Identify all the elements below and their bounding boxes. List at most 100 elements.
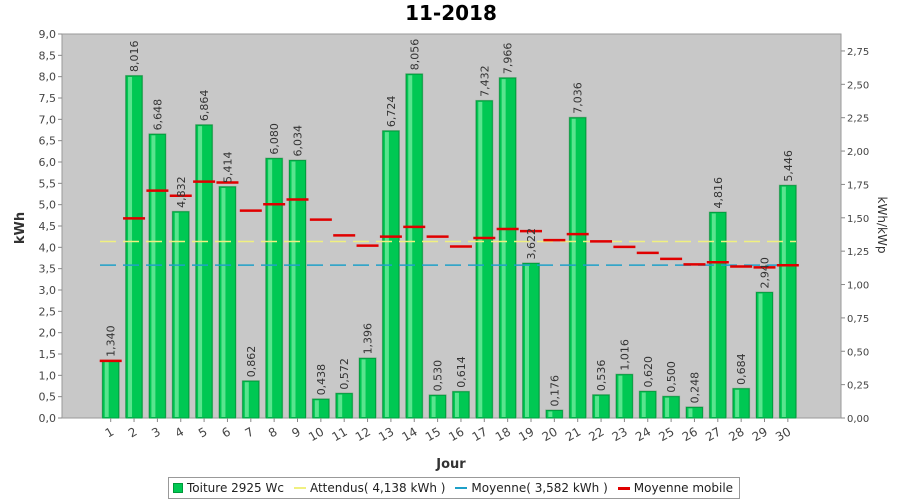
bar-highlight bbox=[571, 118, 576, 417]
bar-value-label: 1,016 bbox=[618, 339, 631, 371]
legend-label-attendus: Attendus( 4,138 kWh ) bbox=[309, 481, 446, 495]
y-tick-label: 8,0 bbox=[39, 71, 57, 84]
y-tick-label: 3,5 bbox=[39, 263, 57, 276]
bar-value-label: 0,500 bbox=[665, 361, 678, 393]
bar-value-label: 0,572 bbox=[338, 358, 351, 390]
y-tick-label: 4,0 bbox=[39, 241, 57, 254]
x-tick-label: 28 bbox=[726, 424, 746, 444]
y2-tick-label: 0,75 bbox=[847, 314, 869, 325]
y2-tick-label: 2,50 bbox=[847, 80, 869, 91]
x-tick-label: 9 bbox=[289, 424, 303, 440]
x-tick-label: 30 bbox=[773, 424, 793, 444]
x-axis-title: Jour bbox=[435, 457, 466, 472]
y-tick-label: 2,0 bbox=[39, 327, 57, 340]
bar-highlight bbox=[525, 264, 529, 417]
y2-tick-label: 0,25 bbox=[847, 381, 869, 392]
x-tick-label: 7 bbox=[243, 424, 257, 440]
bar-series bbox=[101, 73, 797, 419]
bar-value-label: 2,940 bbox=[759, 257, 772, 289]
bar-value-label: 7,036 bbox=[572, 82, 585, 114]
chart-title: 11-2018 bbox=[405, 1, 497, 25]
x-tick-label: 1 bbox=[103, 424, 117, 440]
bar-value-label: 8,056 bbox=[408, 39, 421, 71]
y2-tick-label: 1,00 bbox=[847, 281, 869, 292]
bar-value-label: 6,080 bbox=[268, 123, 281, 155]
x-tick-label: 10 bbox=[306, 424, 326, 444]
bar-value-label: 0,438 bbox=[315, 364, 328, 396]
bar-highlight bbox=[711, 213, 716, 417]
y2-tick-label: 2,00 bbox=[847, 147, 869, 158]
bar-highlight bbox=[361, 359, 366, 417]
bar-highlight bbox=[595, 396, 600, 417]
x-tick-label: 29 bbox=[750, 424, 770, 444]
y-axis-right: 0,00 0,25 0,50 0,75 1,00 1,25 1,50 1,75 2,00 2,25… bbox=[841, 47, 869, 425]
bar-highlight bbox=[501, 79, 506, 417]
y-tick-label: 4,5 bbox=[39, 220, 57, 233]
y-tick-label: 3,0 bbox=[39, 284, 57, 297]
x-tick-label: 14 bbox=[400, 424, 420, 444]
bar-highlight bbox=[408, 75, 413, 417]
x-tick-label: 20 bbox=[540, 424, 560, 444]
y2-tick-label: 1,50 bbox=[847, 214, 869, 225]
x-tick-label: 16 bbox=[446, 424, 466, 444]
bar-highlight bbox=[104, 361, 109, 417]
y2-tick-label: 1,75 bbox=[847, 180, 869, 191]
bar-value-label: 0,176 bbox=[548, 375, 561, 407]
bar-value-label: 0,536 bbox=[595, 360, 608, 392]
bar-highlight bbox=[454, 392, 459, 417]
y-tick-label: 9,0 bbox=[39, 28, 57, 41]
y-axis-left: 0,0 0,5 1,0 1,5 2,0 2,5 3,0 3,5 4,0 4,5 5,0 5,5 6,0 6… bbox=[39, 28, 62, 425]
bar-value-label: 8,016 bbox=[128, 40, 141, 72]
bar-highlight bbox=[384, 132, 389, 418]
y-axis-title: kWh bbox=[13, 212, 28, 244]
y-tick-label: 8,5 bbox=[39, 49, 57, 62]
bar-highlight bbox=[221, 188, 226, 417]
y2-tick-label: 0,00 bbox=[847, 414, 869, 425]
legend-swatch-moyenne-mobile bbox=[617, 486, 630, 490]
x-tick-label: 15 bbox=[423, 424, 443, 444]
legend-item-attendus[interactable]: Attendus( 4,138 kWh ) bbox=[293, 481, 446, 495]
moving-average-series bbox=[99, 180, 799, 363]
bar-highlight bbox=[548, 411, 553, 417]
legend-label-toiture: Toiture 2925 Wc bbox=[187, 481, 284, 495]
bar-highlight bbox=[128, 76, 133, 417]
legend-item-moyenne[interactable]: Moyenne( 3,582 kWh ) bbox=[455, 481, 608, 495]
bar-value-label: 6,648 bbox=[151, 99, 164, 131]
bar-highlight bbox=[641, 392, 646, 417]
bar-value-label: 7,966 bbox=[502, 43, 515, 75]
y-tick-label: 5,0 bbox=[39, 199, 57, 212]
bar-highlight bbox=[268, 159, 273, 417]
bar-highlight bbox=[244, 382, 249, 417]
x-tick-label: 25 bbox=[656, 424, 676, 444]
x-tick-label: 3 bbox=[149, 424, 163, 440]
y-tick-label: 7,0 bbox=[39, 113, 57, 126]
bar-value-label: 5,414 bbox=[221, 152, 234, 184]
x-tick-label: 21 bbox=[563, 424, 583, 444]
x-tick-label: 6 bbox=[219, 424, 233, 440]
bar-value-label: 6,034 bbox=[292, 125, 305, 157]
y2-tick-label: 0,50 bbox=[847, 347, 869, 358]
y-tick-label: 1,5 bbox=[39, 348, 57, 361]
bar-value-label: 5,446 bbox=[782, 150, 795, 182]
legend-label-moyenne: Moyenne( 3,582 kWh ) bbox=[471, 481, 608, 495]
bar-highlight bbox=[174, 212, 179, 417]
x-tick-label: 13 bbox=[376, 424, 396, 444]
y-tick-label: 5,5 bbox=[39, 177, 57, 190]
bar-value-label: 6,864 bbox=[198, 90, 211, 122]
legend-item-toiture[interactable]: Toiture 2925 Wc bbox=[173, 481, 284, 495]
y-tick-label: 6,0 bbox=[39, 156, 57, 169]
x-tick-label: 18 bbox=[493, 424, 513, 444]
bar-highlight bbox=[338, 394, 343, 417]
x-tick-label: 4 bbox=[173, 424, 187, 440]
y-tick-label: 0,5 bbox=[39, 391, 57, 404]
y-tick-label: 1,0 bbox=[39, 369, 57, 382]
x-axis: 1 2 3 4 5 6 7 8 9 10 11 12 13 14 15 16 17 18 19 20 21 22 23 24 2… bbox=[103, 418, 793, 444]
legend-swatch-toiture bbox=[173, 483, 183, 493]
bar-value-label: 3,622 bbox=[525, 228, 538, 260]
y-tick-label: 2,5 bbox=[39, 305, 57, 318]
bar-highlight bbox=[688, 408, 693, 417]
legend-label-moyenne-mobile: Moyenne mobile bbox=[633, 481, 734, 495]
legend-swatch-attendus bbox=[293, 487, 306, 489]
legend-item-moyenne-mobile[interactable]: Moyenne mobile bbox=[617, 481, 734, 495]
